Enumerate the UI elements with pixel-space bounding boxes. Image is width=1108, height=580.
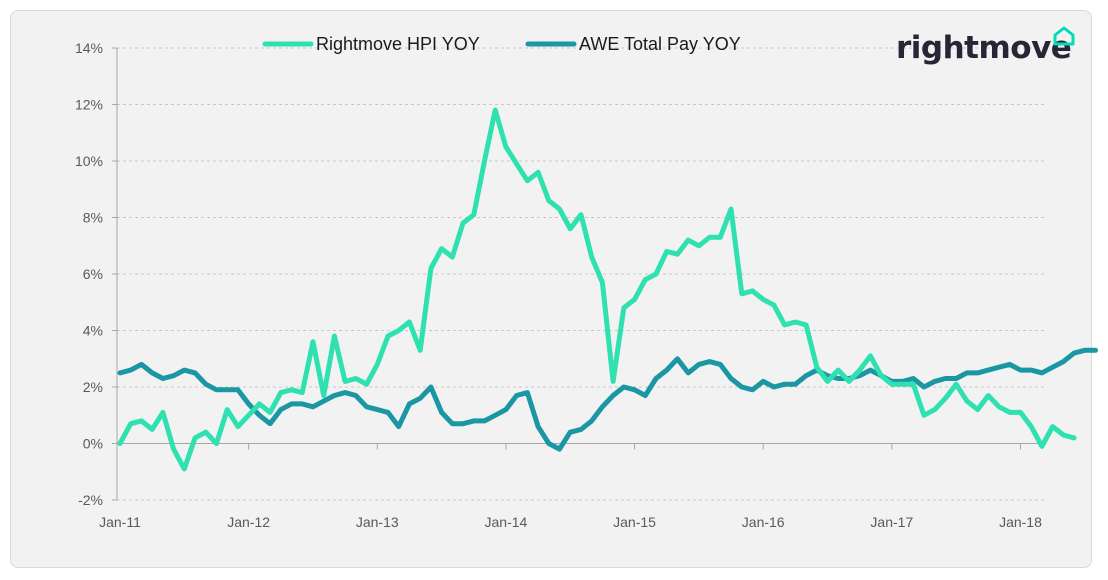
y-tick-label: 8% [83,210,103,226]
legend-label: AWE Total Pay YOY [579,34,741,54]
legend-label: Rightmove HPI YOY [316,34,480,54]
y-tick-label: 12% [75,97,103,113]
y-tick-label: 14% [75,40,103,56]
y-tick-label: -2% [78,492,103,508]
x-tick-label: Jan-13 [356,514,399,530]
rightmove-logo: rightmove [896,26,1075,66]
y-tick-label: 4% [83,323,103,339]
gridlines [117,47,1045,501]
x-tick-label: Jan-11 [99,514,141,530]
legend: Rightmove HPI YOY AWE Total Pay YOY [262,34,741,54]
logo-text: rightmove [896,30,1071,66]
y-tick-label: 6% [83,266,103,282]
x-axis: Jan-11 Jan-12 Jan-13 Jan-14 Jan-15 Jan-16 Jan-… [99,443,1045,530]
x-tick-label: Jan-16 [742,514,785,530]
series-line-0 [117,107,1077,472]
x-tick-label: Jan-15 [613,514,656,530]
house-icon [1053,26,1075,46]
x-tick-label: Jan-12 [227,514,270,530]
series-line-1 [117,347,1098,452]
x-tick-label: Jan-18 [999,514,1042,530]
x-tick-label: Jan-14 [485,514,528,530]
x-tick-label: Jan-17 [870,514,913,530]
y-tick-label: 2% [83,379,103,395]
y-axis: -2% 0% 2% 4% 6% 8% 10% 12% 14% [75,40,118,508]
series-lines [117,107,1098,472]
chart-card [10,10,1092,568]
y-tick-label: 0% [83,436,103,452]
y-tick-label: 10% [75,153,103,169]
